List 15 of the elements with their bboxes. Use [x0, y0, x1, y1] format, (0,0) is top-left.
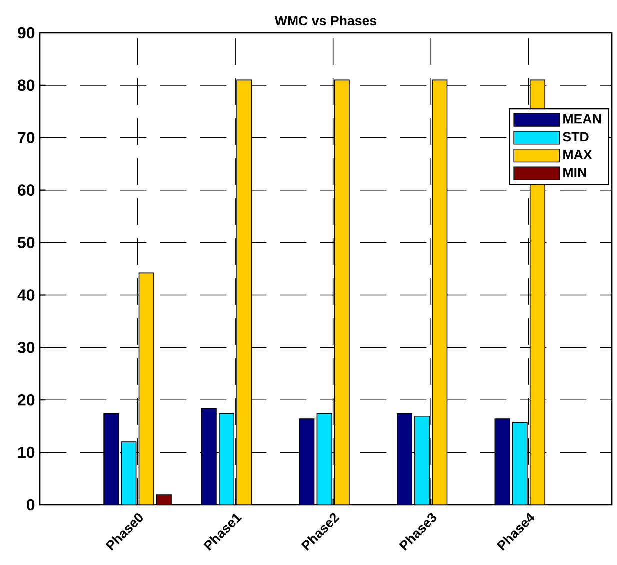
y-tick-label: 80 [18, 80, 35, 92]
legend-label: MEAN [564, 114, 602, 124]
legend-label: MAX [564, 150, 592, 160]
y-tick-label: 20 [18, 394, 35, 406]
legend-label: MIN [564, 168, 586, 178]
legend-label: STD [563, 132, 589, 142]
y-tick-label: 90 [18, 27, 35, 39]
y-tick-label: 40 [18, 290, 35, 301]
y-tick-label: 70 [18, 132, 35, 144]
y-tick-label: 30 [18, 342, 35, 354]
y-tick-label: 50 [18, 237, 35, 248]
y-tick-label: 60 [18, 184, 35, 196]
y-tick-label: 10 [18, 446, 35, 458]
y-tick-label: 0 [27, 499, 35, 511]
chart-title: WMC vs Phases [274, 16, 377, 26]
